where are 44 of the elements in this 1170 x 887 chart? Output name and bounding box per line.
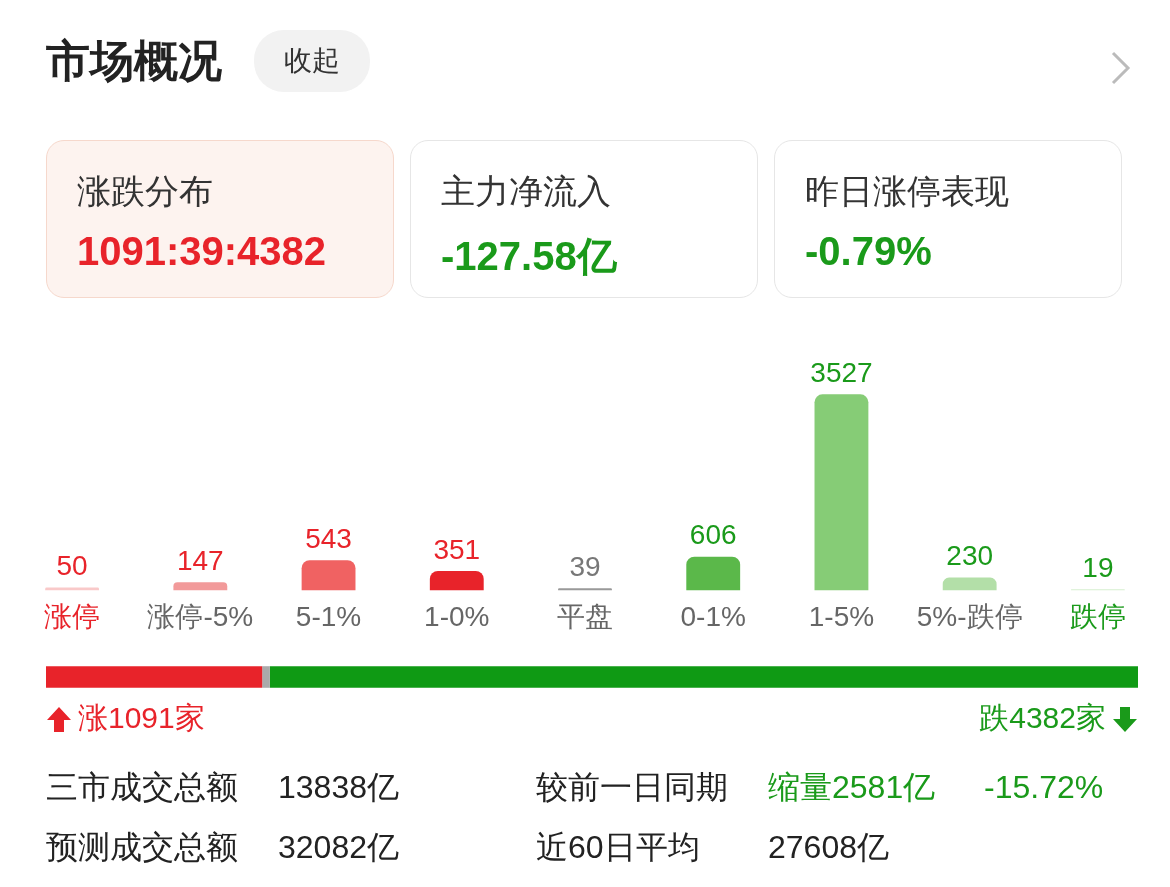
text: 27608亿 [768, 828, 889, 867]
bar [429, 570, 484, 591]
bar [301, 560, 356, 591]
x-tick-label: 1-0% [424, 600, 490, 632]
text: 32082亿 [278, 828, 400, 867]
x-tick-label: 5%-跌停 [916, 600, 1023, 632]
text: 三市成交总额 [46, 768, 239, 807]
data-label: 543 [305, 522, 352, 554]
x-tick-label: 1-5% [808, 600, 875, 632]
data-label: 351 [433, 533, 481, 565]
text: 预测成交总额 [46, 828, 239, 867]
data-label: 147 [176, 544, 224, 576]
bar [173, 582, 228, 591]
x-tick-label: 涨停-5% [147, 600, 254, 632]
text: 跌4382家 [979, 700, 1107, 736]
x-tick-label: 5-1% [295, 600, 362, 632]
x-tick-label: 跌停 [1069, 600, 1126, 632]
data-label: 606 [689, 519, 737, 551]
text: -15.72% [984, 768, 1104, 807]
text: 缩量2581亿 [768, 768, 937, 807]
text: 较前一日同期 [536, 768, 729, 807]
data-label: 3527 [810, 357, 873, 389]
text: -0.79% [805, 229, 933, 274]
text: 1091:39:4382 [77, 229, 328, 274]
text: 涨跌分布 [77, 171, 214, 212]
data-label: 230 [946, 540, 994, 572]
bar [558, 588, 612, 591]
text: 涨1091家 [77, 700, 205, 736]
data-label: 39 [569, 550, 601, 582]
bar [814, 394, 869, 591]
data-label: 19 [1082, 552, 1114, 584]
bar [942, 577, 997, 591]
text: 市场概况 [46, 34, 222, 87]
data-label: 50 [56, 550, 88, 582]
text: 主力净流入 [441, 171, 612, 212]
x-tick-label: 平盘 [557, 600, 613, 632]
x-tick-label: 0-1% [680, 600, 746, 632]
text: -127.58亿 [441, 233, 618, 280]
bar [686, 556, 741, 591]
text: 昨日涨停表现 [805, 171, 1010, 212]
text: 13838亿 [278, 768, 400, 807]
text: 收起 [254, 30, 370, 92]
x-tick-label: 涨停 [44, 600, 101, 632]
text: 近60日平均 [536, 828, 701, 867]
